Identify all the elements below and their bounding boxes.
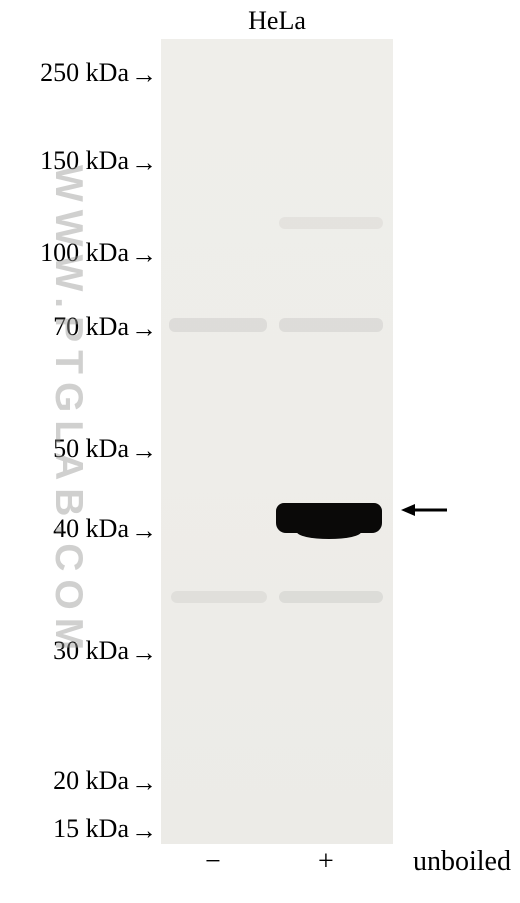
mw-marker-text: 20 kDa xyxy=(53,766,129,795)
arrow-left-icon xyxy=(401,502,449,518)
mw-marker-text: 30 kDa xyxy=(53,636,129,665)
mw-marker-arrow-icon: → xyxy=(131,314,157,344)
mw-marker-text: 150 kDa xyxy=(40,146,129,175)
mw-marker-arrow-icon: → xyxy=(131,516,157,546)
mw-marker-label: 40 kDa→ xyxy=(53,514,157,546)
mw-marker-arrow-icon: → xyxy=(131,436,157,466)
mw-marker-text: 15 kDa xyxy=(53,814,129,843)
lane-condition-label: unboiled xyxy=(413,846,511,878)
mw-marker-text: 40 kDa xyxy=(53,514,129,543)
mw-marker-label: 50 kDa→ xyxy=(53,434,157,466)
mw-marker-arrow-icon: → xyxy=(131,240,157,270)
mw-marker-text: 250 kDa xyxy=(40,58,129,87)
mw-marker-text: 70 kDa xyxy=(53,312,129,341)
mw-marker-label: 15 kDa→ xyxy=(53,814,157,846)
mw-marker-label: 100 kDa→ xyxy=(40,238,157,270)
sample-header: HeLa xyxy=(161,6,393,36)
mw-marker-arrow-icon: → xyxy=(131,816,157,846)
faint-band xyxy=(279,217,383,229)
mw-marker-arrow-icon: → xyxy=(131,768,157,798)
band-pointer-arrow xyxy=(401,502,449,518)
mw-marker-label: 150 kDa→ xyxy=(40,146,157,178)
faint-band xyxy=(171,591,267,603)
lane-minus-label: − xyxy=(205,846,221,878)
lane-plus-label: + xyxy=(318,846,334,878)
mw-marker-text: 100 kDa xyxy=(40,238,129,267)
mw-marker-arrow-icon: → xyxy=(131,60,157,90)
mw-marker-label: 20 kDa→ xyxy=(53,766,157,798)
sample-header-text: HeLa xyxy=(248,6,306,35)
mw-marker-text: 50 kDa xyxy=(53,434,129,463)
western-blot-figure: { "header": { "sample_label": "HeLa" }, … xyxy=(0,0,520,903)
faint-band xyxy=(279,318,383,332)
mw-marker-arrow-icon: → xyxy=(131,638,157,668)
mw-marker-label: 250 kDa→ xyxy=(40,58,157,90)
faint-band xyxy=(279,591,383,603)
bands-layer xyxy=(161,39,393,844)
faint-band xyxy=(169,318,267,332)
mw-marker-label: 30 kDa→ xyxy=(53,636,157,668)
mw-marker-label: 70 kDa→ xyxy=(53,312,157,344)
target-band xyxy=(276,503,382,533)
mw-marker-arrow-icon: → xyxy=(131,148,157,178)
